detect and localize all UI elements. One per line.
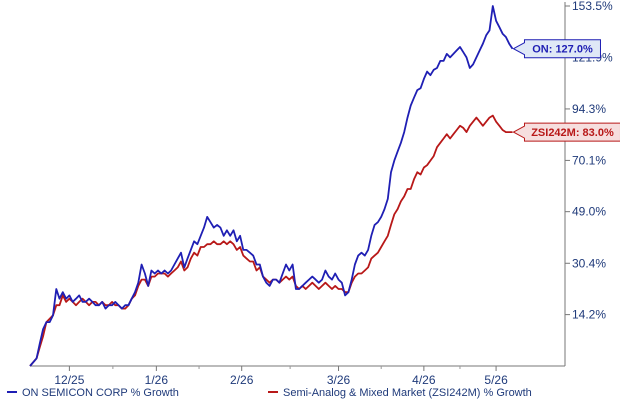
chart-axes: 153.5%121.9%94.3%70.1%49.0%30.4%14.2%12/… xyxy=(30,0,613,387)
y-tick-label: 153.5% xyxy=(572,0,613,13)
y-tick-label: 30.4% xyxy=(572,256,606,270)
legend-item-on-semicon: ON SEMICON CORP % Growth xyxy=(7,387,179,399)
y-tick-label: 94.3% xyxy=(572,102,606,116)
y-tick-label: 14.2% xyxy=(572,308,606,322)
series-callouts: ON: 127.0% ZSI242M: 83.0% xyxy=(512,39,620,142)
legend-label: Semi-Analog & Mixed Market (ZSI242M) % G… xyxy=(283,387,532,399)
x-tick-label: 1/26 xyxy=(145,373,169,387)
x-tick-label: 3/26 xyxy=(327,373,351,387)
chart-legend: ON SEMICON CORP % Growth Semi-Analog & Mi… xyxy=(7,387,532,399)
callout-box xyxy=(512,122,620,142)
x-tick-label: 4/26 xyxy=(412,373,436,387)
callout-label: ZSI242M: 83.0% xyxy=(531,127,614,139)
callout-on-semicon: ON: 127.0% xyxy=(512,39,601,59)
y-tick-label: 49.0% xyxy=(572,205,606,219)
x-tick-label: 2/26 xyxy=(230,373,254,387)
callout-label: ON: 127.0% xyxy=(532,44,593,56)
callout-zsi242m: ZSI242M: 83.0% xyxy=(512,122,620,142)
series-lines xyxy=(29,5,514,367)
y-tick-label: 70.1% xyxy=(572,153,606,167)
legend-label: ON SEMICON CORP % Growth xyxy=(22,387,179,399)
callout-box xyxy=(512,39,601,59)
series-line-on-semicon xyxy=(29,5,514,367)
x-tick-label: 5/26 xyxy=(484,373,508,387)
x-tick-label: 12/25 xyxy=(54,373,84,387)
legend-item-zsi242m: Semi-Analog & Mixed Market (ZSI242M) % G… xyxy=(268,387,532,399)
